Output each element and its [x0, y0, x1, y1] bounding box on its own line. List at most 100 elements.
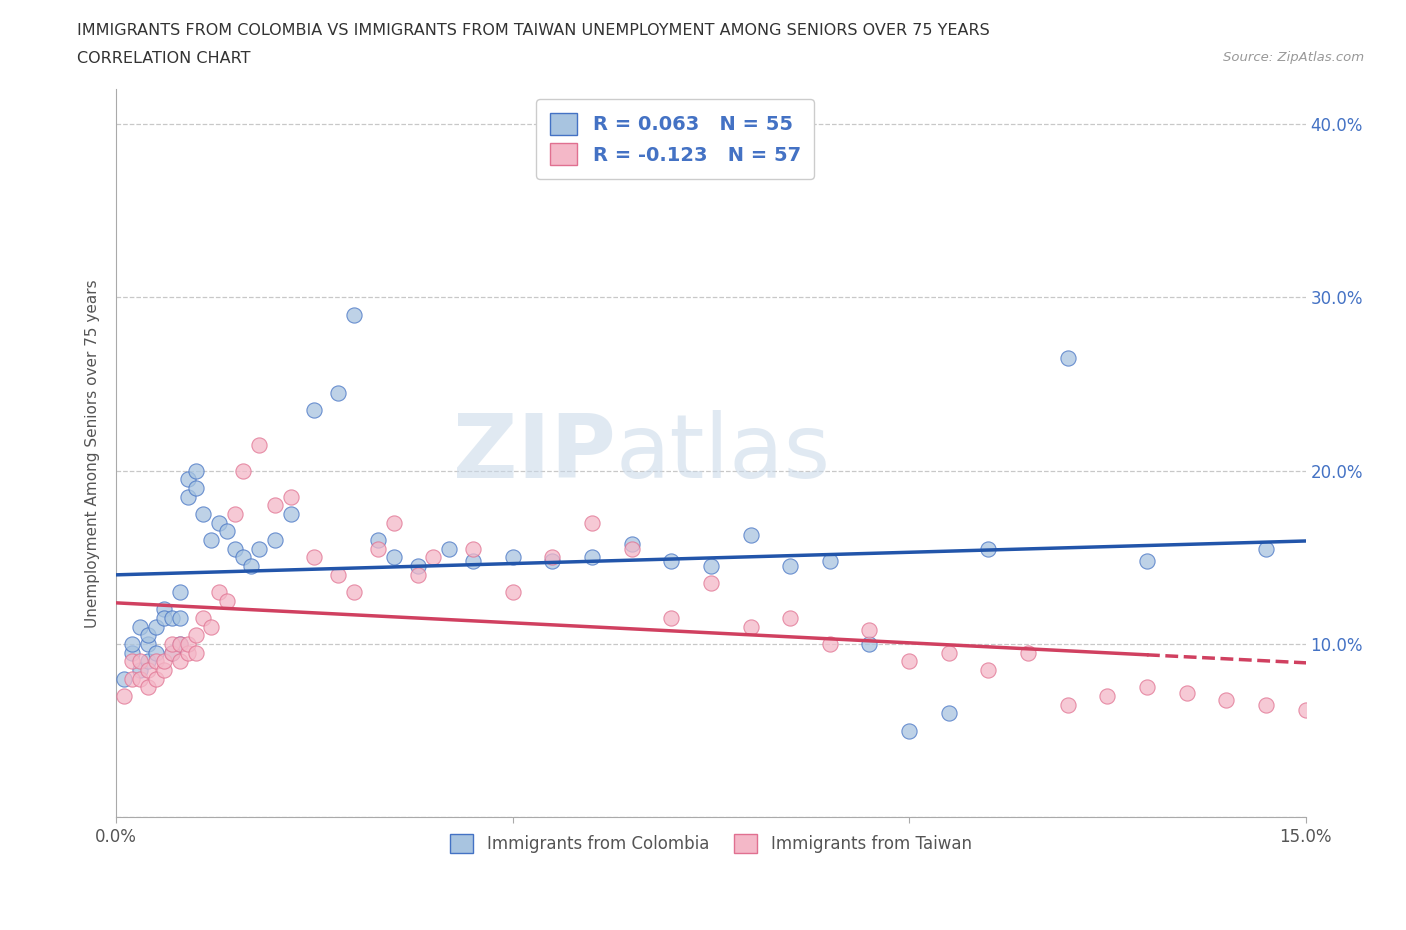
Point: [224, 541, 246, 556]
Point: [502, 550, 524, 565]
Point: [247, 541, 270, 556]
Point: [232, 550, 254, 565]
Point: [169, 637, 191, 652]
Point: [1097, 688, 1119, 703]
Point: [193, 507, 215, 522]
Point: [328, 385, 350, 400]
Point: [898, 654, 921, 669]
Point: [136, 663, 159, 678]
Point: [153, 654, 176, 669]
Point: [129, 671, 152, 686]
Point: [193, 611, 215, 626]
Point: [129, 654, 152, 669]
Point: [1215, 692, 1237, 707]
Point: [581, 550, 603, 565]
Point: [304, 550, 326, 565]
Point: [121, 637, 143, 652]
Point: [136, 628, 159, 643]
Point: [541, 550, 564, 565]
Point: [1175, 685, 1198, 700]
Point: [112, 688, 135, 703]
Point: [176, 489, 198, 504]
Point: [461, 541, 484, 556]
Point: [240, 559, 263, 574]
Point: [129, 663, 152, 678]
Point: [121, 645, 143, 660]
Point: [740, 527, 762, 542]
Text: Source: ZipAtlas.com: Source: ZipAtlas.com: [1223, 51, 1364, 64]
Point: [1254, 698, 1277, 712]
Point: [145, 645, 167, 660]
Point: [232, 463, 254, 478]
Point: [121, 671, 143, 686]
Point: [898, 724, 921, 738]
Point: [406, 567, 429, 582]
Point: [779, 611, 801, 626]
Point: [224, 507, 246, 522]
Point: [176, 645, 198, 660]
Point: [153, 602, 176, 617]
Point: [184, 481, 207, 496]
Legend: Immigrants from Colombia, Immigrants from Taiwan: Immigrants from Colombia, Immigrants fro…: [443, 828, 979, 860]
Point: [176, 472, 198, 486]
Point: [136, 637, 159, 652]
Point: [160, 645, 183, 660]
Point: [343, 307, 366, 322]
Point: [382, 515, 405, 530]
Point: [169, 585, 191, 600]
Point: [121, 654, 143, 669]
Point: [779, 559, 801, 574]
Text: IMMIGRANTS FROM COLOMBIA VS IMMIGRANTS FROM TAIWAN UNEMPLOYMENT AMONG SENIORS OV: IMMIGRANTS FROM COLOMBIA VS IMMIGRANTS F…: [77, 23, 990, 38]
Point: [153, 663, 176, 678]
Point: [169, 637, 191, 652]
Point: [160, 611, 183, 626]
Point: [581, 515, 603, 530]
Point: [659, 611, 682, 626]
Point: [1136, 553, 1159, 568]
Point: [129, 619, 152, 634]
Point: [1017, 645, 1039, 660]
Point: [1056, 351, 1078, 365]
Point: [461, 553, 484, 568]
Point: [184, 645, 207, 660]
Y-axis label: Unemployment Among Seniors over 75 years: Unemployment Among Seniors over 75 years: [86, 279, 100, 628]
Point: [858, 623, 880, 638]
Point: [160, 637, 183, 652]
Point: [263, 498, 285, 512]
Point: [977, 541, 1000, 556]
Point: [367, 533, 389, 548]
Point: [280, 507, 302, 522]
Point: [145, 654, 167, 669]
Point: [247, 437, 270, 452]
Point: [1254, 541, 1277, 556]
Point: [184, 463, 207, 478]
Point: [620, 536, 643, 551]
Point: [304, 403, 326, 418]
Point: [112, 671, 135, 686]
Point: [367, 541, 389, 556]
Point: [145, 619, 167, 634]
Point: [343, 585, 366, 600]
Point: [145, 671, 167, 686]
Point: [818, 637, 841, 652]
Point: [169, 611, 191, 626]
Point: [659, 553, 682, 568]
Point: [184, 628, 207, 643]
Point: [169, 654, 191, 669]
Point: [160, 645, 183, 660]
Point: [422, 550, 444, 565]
Point: [977, 663, 1000, 678]
Point: [136, 654, 159, 669]
Point: [200, 533, 222, 548]
Text: CORRELATION CHART: CORRELATION CHART: [77, 51, 250, 66]
Point: [136, 680, 159, 695]
Point: [176, 637, 198, 652]
Text: ZIP: ZIP: [453, 410, 616, 497]
Point: [406, 559, 429, 574]
Point: [818, 553, 841, 568]
Point: [328, 567, 350, 582]
Point: [217, 524, 239, 538]
Point: [740, 619, 762, 634]
Point: [620, 541, 643, 556]
Point: [280, 489, 302, 504]
